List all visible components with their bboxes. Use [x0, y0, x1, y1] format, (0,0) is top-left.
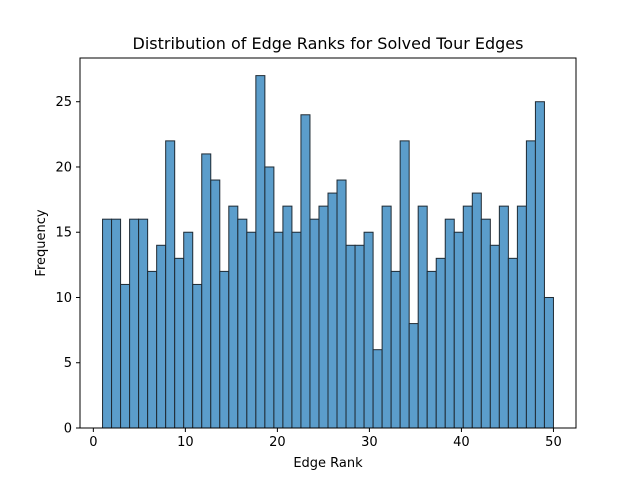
histogram-bar	[228, 205, 239, 429]
histogram-bar	[219, 270, 230, 429]
histogram-bar	[300, 114, 311, 429]
histogram-bar	[174, 257, 185, 429]
histogram-bar	[372, 349, 383, 429]
chart-title: Distribution of Edge Ranks for Solved To…	[133, 34, 524, 53]
histogram-bar	[498, 205, 509, 429]
x-tick-label: 10	[177, 435, 194, 450]
x-tick-label: 30	[361, 435, 378, 450]
x-tick-label: 40	[453, 435, 470, 450]
y-tick-label: 15	[55, 226, 72, 241]
histogram-bar	[534, 101, 545, 429]
histogram-bar	[381, 205, 392, 429]
histogram-bar	[516, 205, 527, 429]
histogram-bar	[309, 218, 320, 429]
x-tick-label: 50	[545, 435, 562, 450]
histogram-bar	[480, 218, 491, 429]
histogram-bar	[102, 218, 113, 429]
plot-frame	[79, 57, 577, 429]
histogram-bar	[129, 218, 140, 429]
histogram-bar	[543, 296, 554, 429]
histogram-bar	[318, 205, 329, 429]
histogram-bar	[282, 205, 293, 429]
y-tick-label: 20	[55, 160, 72, 175]
histogram-bar	[354, 244, 365, 429]
histogram-bar	[192, 283, 203, 429]
histogram-bar	[327, 192, 338, 429]
histogram-bar	[201, 153, 212, 429]
histogram-bar	[246, 231, 257, 429]
histogram-bar	[237, 218, 248, 429]
histogram-bar	[363, 231, 374, 429]
x-tick-label: 20	[269, 435, 286, 450]
histogram-bar	[453, 231, 464, 429]
histogram-bar	[264, 166, 275, 429]
histogram-bar	[462, 205, 473, 429]
histogram-bar	[525, 140, 536, 429]
y-axis-title: Frequency	[34, 209, 49, 276]
histogram-bar	[399, 140, 410, 429]
histogram-bar	[345, 244, 356, 429]
histogram-bar	[426, 270, 437, 429]
histogram-bar	[444, 218, 455, 429]
x-axis-title: Edge Rank	[293, 456, 363, 471]
histogram-bar	[210, 179, 221, 429]
histogram-bar	[273, 231, 284, 429]
y-tick-label: 25	[55, 95, 72, 110]
histogram-bar	[255, 75, 266, 429]
histogram-bar	[417, 205, 428, 429]
histogram-bar	[138, 218, 149, 429]
histogram-bar	[147, 270, 158, 429]
histogram-bar	[489, 244, 500, 429]
y-tick-label: 0	[64, 422, 72, 437]
histogram-bar	[336, 179, 347, 429]
histogram-bar	[183, 231, 194, 429]
histogram-bar	[435, 257, 446, 429]
histogram-bar	[120, 283, 131, 429]
histogram-bar	[408, 323, 419, 429]
y-tick-label: 10	[55, 291, 72, 306]
histogram-bar	[156, 244, 167, 429]
x-ticks-group: 0 10 20 30 40 50	[89, 428, 562, 450]
histogram-bar	[111, 218, 122, 429]
y-tick-label: 5	[64, 356, 72, 371]
histogram-bar	[507, 257, 518, 429]
histogram-bar	[291, 231, 302, 429]
histogram-bar	[165, 140, 176, 429]
histogram-bar	[390, 270, 401, 429]
x-tick-label: 0	[89, 435, 97, 450]
y-ticks-group: 0 5 10 15 20 25	[55, 95, 80, 437]
histogram-bar	[471, 192, 482, 429]
